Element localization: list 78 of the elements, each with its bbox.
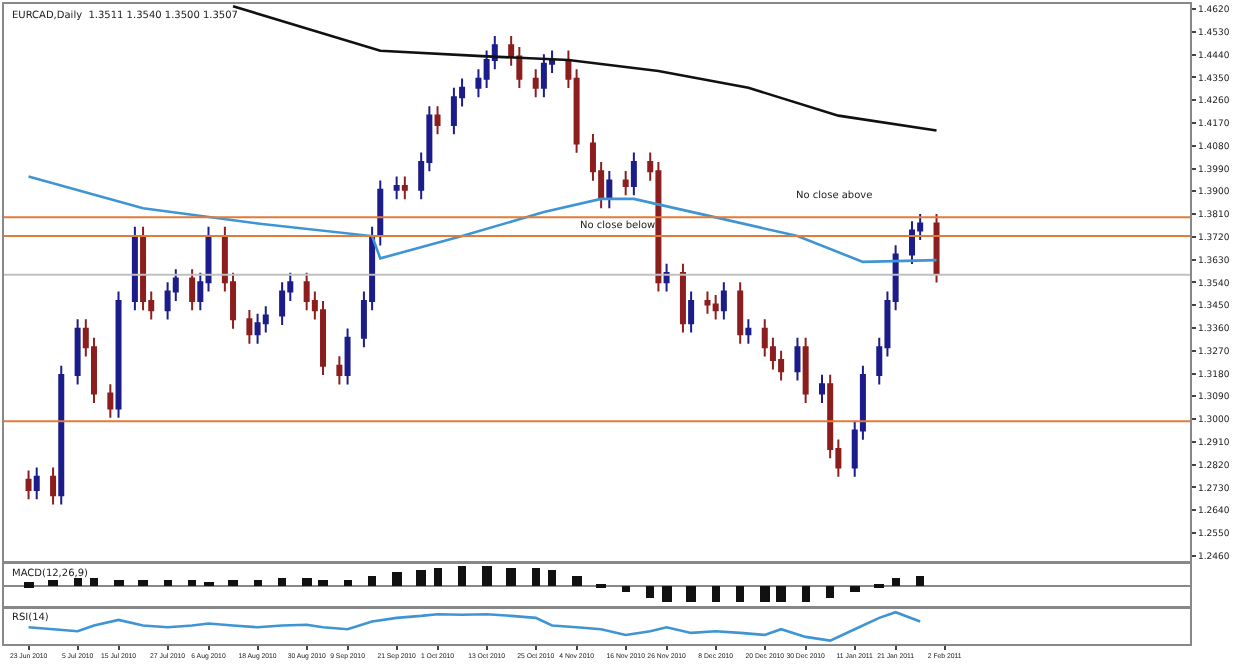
candlestick [908,220,915,265]
bar [368,576,376,586]
bar [458,566,466,586]
bar [164,580,172,586]
candlestick [131,225,138,312]
bar [74,578,82,586]
bar [646,586,654,598]
candlestick [107,383,114,419]
bar [392,572,402,586]
bar [114,580,124,586]
bar [434,568,442,586]
candlestick [246,308,253,345]
bar [506,568,516,586]
bar [90,578,98,586]
bar [686,586,696,602]
bar [892,578,900,586]
candlestick [74,318,81,386]
bar [850,586,860,592]
candlestick [663,262,670,293]
bar [622,586,630,592]
bar [572,576,582,586]
candlestick [303,271,310,312]
bar [662,586,672,602]
bar [278,578,286,586]
candlestick [688,290,695,334]
candlestick [794,336,801,382]
candlestick [933,213,940,284]
bar [228,580,238,586]
candlestick [50,466,57,506]
candlestick [679,262,686,334]
candlestick [622,170,629,197]
candlestick [819,373,826,404]
candlestick [320,299,327,377]
candlestick [450,86,457,136]
candlestick [704,290,711,315]
candlestick [189,268,196,312]
bar [344,580,352,586]
candlestick [401,175,408,201]
candlestick [140,225,147,312]
candlestick [58,364,65,506]
bar [318,580,328,586]
candlestick [377,179,384,247]
candlestick [540,53,547,99]
candlestick [254,312,261,345]
bar [548,570,556,586]
candlestick [336,355,343,386]
bar [302,578,312,586]
bar [254,580,262,586]
candlestick [802,336,809,404]
bar [916,576,924,586]
bar [24,582,34,588]
bar [188,580,196,586]
candlestick [279,281,286,326]
bar [802,586,810,602]
candlestick [745,318,752,345]
candlestick [712,294,719,321]
bar [736,586,744,602]
bar [776,586,786,602]
candlestick [393,175,400,201]
candlestick [606,170,613,210]
candlestick [532,68,539,99]
candlestick [630,151,637,197]
bar [416,570,426,586]
bar [482,566,492,586]
bar [532,568,540,586]
candlestick [737,281,744,345]
candlestick [344,327,351,386]
candlestick [115,290,122,419]
bar [48,580,58,586]
line-series [27,175,938,264]
bar [712,586,720,602]
bar [138,580,148,586]
candlestick [434,105,441,136]
candlestick [25,469,32,501]
bar [760,586,770,602]
candlestick [720,281,727,321]
candlestick [33,466,40,501]
bar [826,586,834,598]
